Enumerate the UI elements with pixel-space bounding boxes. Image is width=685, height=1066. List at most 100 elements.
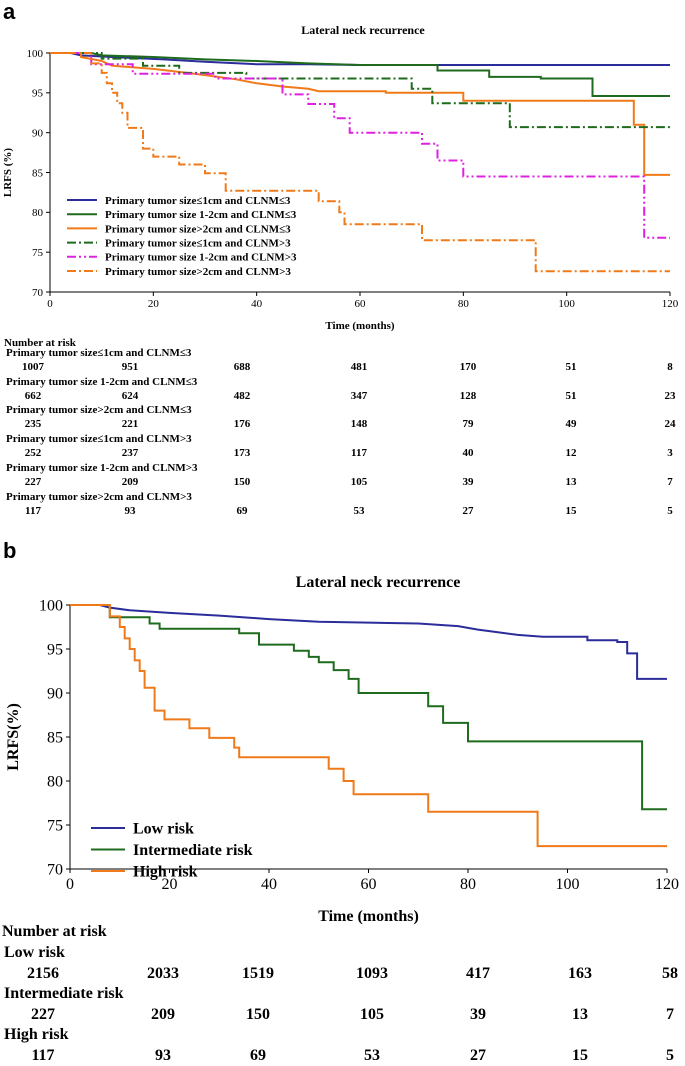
y-tick-label: 85 xyxy=(47,730,63,747)
risk-count: 1519 xyxy=(242,965,274,982)
legend-label: Primary tumor size>2cm and CLNM>3 xyxy=(105,266,291,278)
risk-count: 128 xyxy=(459,389,477,402)
y-tick-label: 95 xyxy=(47,642,63,659)
risk-count: 176 xyxy=(233,418,251,431)
risk-count: 227 xyxy=(24,475,42,488)
risk-count: 951 xyxy=(121,361,139,373)
legend-label: Primary tumor size 1-2cm and CLNM≤3 xyxy=(105,209,297,221)
risk-count: 2156 xyxy=(27,965,59,982)
risk-count: 49 xyxy=(565,418,577,431)
risk-count: 227 xyxy=(31,1006,55,1023)
y-tick-label: 75 xyxy=(47,818,63,835)
risk-count: 662 xyxy=(24,389,42,402)
risk-count: 69 xyxy=(236,504,248,517)
risk-count: 27 xyxy=(470,1047,486,1064)
risk-count: 417 xyxy=(466,965,490,982)
risk-count: 8 xyxy=(667,361,673,373)
legend-label: Primary tumor size≤1cm and CLNM≤3 xyxy=(105,195,291,207)
risk-count: 170 xyxy=(459,361,477,373)
series-line xyxy=(50,52,670,176)
risk-count: 1007 xyxy=(22,361,44,373)
x-axis-label: Time (months) xyxy=(325,320,394,332)
chart-title: Lateral neck recurrence xyxy=(296,574,461,591)
risk-count: 51 xyxy=(565,389,577,402)
series-line xyxy=(50,52,670,97)
risk-count: 148 xyxy=(350,418,368,431)
x-tick-label: 80 xyxy=(460,876,476,893)
risk-count: 3 xyxy=(667,447,673,460)
y-tick-label: 90 xyxy=(47,686,63,703)
legend-label: Low risk xyxy=(133,821,194,838)
risk-count: 53 xyxy=(353,504,365,517)
risk-count: 5 xyxy=(667,504,673,517)
risk-count: 117 xyxy=(351,447,367,460)
risk-count: 69 xyxy=(250,1047,266,1064)
risk-count: 39 xyxy=(462,475,474,488)
risk-count: 51 xyxy=(565,361,577,373)
y-axis-label: LRFS(%) xyxy=(5,703,22,771)
x-tick-label: 20 xyxy=(148,298,160,310)
risk-group-label: Intermediate risk xyxy=(4,985,124,1002)
risk-group-label: Primary tumor size 1-2cm and CLNM>3 xyxy=(6,461,198,474)
x-tick-label: 40 xyxy=(251,298,263,310)
risk-count: 237 xyxy=(121,447,139,460)
risk-count: 24 xyxy=(664,418,676,431)
x-tick-label: 0 xyxy=(66,876,74,893)
y-tick-label: 85 xyxy=(32,167,44,179)
series-line xyxy=(50,52,670,129)
series-line xyxy=(50,52,670,273)
y-tick-label: 80 xyxy=(47,774,63,791)
x-tick-label: 60 xyxy=(361,876,377,893)
risk-count: 13 xyxy=(572,1006,588,1023)
risk-count: 482 xyxy=(233,389,251,402)
risk-count: 221 xyxy=(121,418,139,431)
x-tick-label: 60 xyxy=(355,298,367,310)
risk-count: 58 xyxy=(662,965,678,982)
risk-count: 163 xyxy=(568,965,592,982)
series-line xyxy=(70,604,667,811)
y-tick-label: 95 xyxy=(32,88,44,100)
panel-a-letter: a xyxy=(3,0,16,24)
legend-label: Primary tumor size≤1cm and CLNM>3 xyxy=(105,237,291,249)
x-axis-label: Time (months) xyxy=(318,908,419,925)
risk-count: 93 xyxy=(124,504,136,517)
risk-table-heading: Number at risk xyxy=(4,337,76,349)
risk-group-label: Primary tumor size>2cm and CLNM≤3 xyxy=(6,404,192,417)
x-tick-label: 120 xyxy=(655,876,679,893)
risk-group-label: High risk xyxy=(4,1026,69,1043)
risk-count: 209 xyxy=(121,475,139,488)
x-tick-label: 100 xyxy=(558,298,575,310)
risk-count: 40 xyxy=(462,447,474,460)
x-tick-label: 80 xyxy=(458,298,470,310)
risk-count: 93 xyxy=(155,1047,171,1064)
risk-count: 173 xyxy=(233,447,251,460)
y-axis-label: LRFS (%) xyxy=(2,148,14,198)
risk-group-label: Primary tumor size≤1cm and CLNM>3 xyxy=(6,433,192,446)
panel-b-chart: Lateral neck recurrence 0 20 40 60 80 100 120 70… xyxy=(5,574,679,925)
risk-count: 481 xyxy=(350,361,368,373)
legend-label: Intermediate risk xyxy=(133,842,253,859)
risk-count: 53 xyxy=(364,1047,380,1064)
risk-count: 117 xyxy=(31,1047,55,1064)
risk-count: 15 xyxy=(565,504,577,517)
risk-count: 13 xyxy=(565,475,577,488)
risk-count: 624 xyxy=(121,389,139,402)
risk-count: 688 xyxy=(233,361,251,373)
y-tick-label: 80 xyxy=(32,207,44,219)
panel-a-risk-table: Number at risk Primary tumor size≤1cm and… xyxy=(0,335,685,530)
x-tick-label: 40 xyxy=(261,876,277,893)
risk-count: 7 xyxy=(667,475,673,488)
risk-count: 23 xyxy=(664,389,676,402)
panel-b-risk-table: Number at risk Low risk 2156 2033 1519 1093 41… xyxy=(0,922,685,1066)
risk-count: 117 xyxy=(25,504,41,517)
series-line xyxy=(70,604,667,848)
y-tick-label: 90 xyxy=(32,128,44,140)
risk-count: 7 xyxy=(666,1006,674,1023)
risk-group-label: Primary tumor size>2cm and CLNM>3 xyxy=(6,490,192,503)
y-tick-label: 75 xyxy=(32,247,44,259)
series-line xyxy=(50,52,670,239)
legend-label: Primary tumor size>2cm and CLNM≤3 xyxy=(105,223,291,235)
risk-count: 79 xyxy=(462,418,474,431)
legend-label: Primary tumor size 1-2cm and CLNM>3 xyxy=(105,252,297,264)
y-tick-label: 100 xyxy=(39,598,63,615)
